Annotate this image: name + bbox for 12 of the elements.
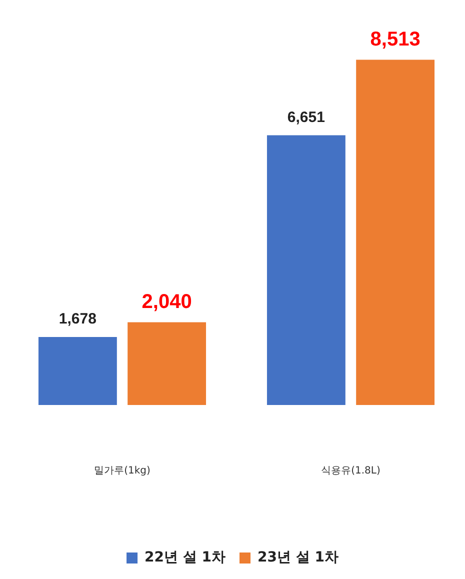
data-label: 1,678 xyxy=(58,310,96,328)
legend-label: 22년 설 1차 xyxy=(144,550,226,566)
bar xyxy=(38,336,117,405)
data-label: 2,040 xyxy=(142,290,192,313)
data-label: 6,651 xyxy=(287,108,325,126)
legend-label: 23년 설 1차 xyxy=(258,550,338,566)
data-label: 8,513 xyxy=(370,28,420,50)
bar xyxy=(266,135,346,405)
bar xyxy=(128,322,206,405)
x-tick-label: 식용유(1.8L) xyxy=(321,466,380,477)
bar xyxy=(356,60,435,405)
x-tick-label: 밀가루(1kg) xyxy=(94,466,150,477)
